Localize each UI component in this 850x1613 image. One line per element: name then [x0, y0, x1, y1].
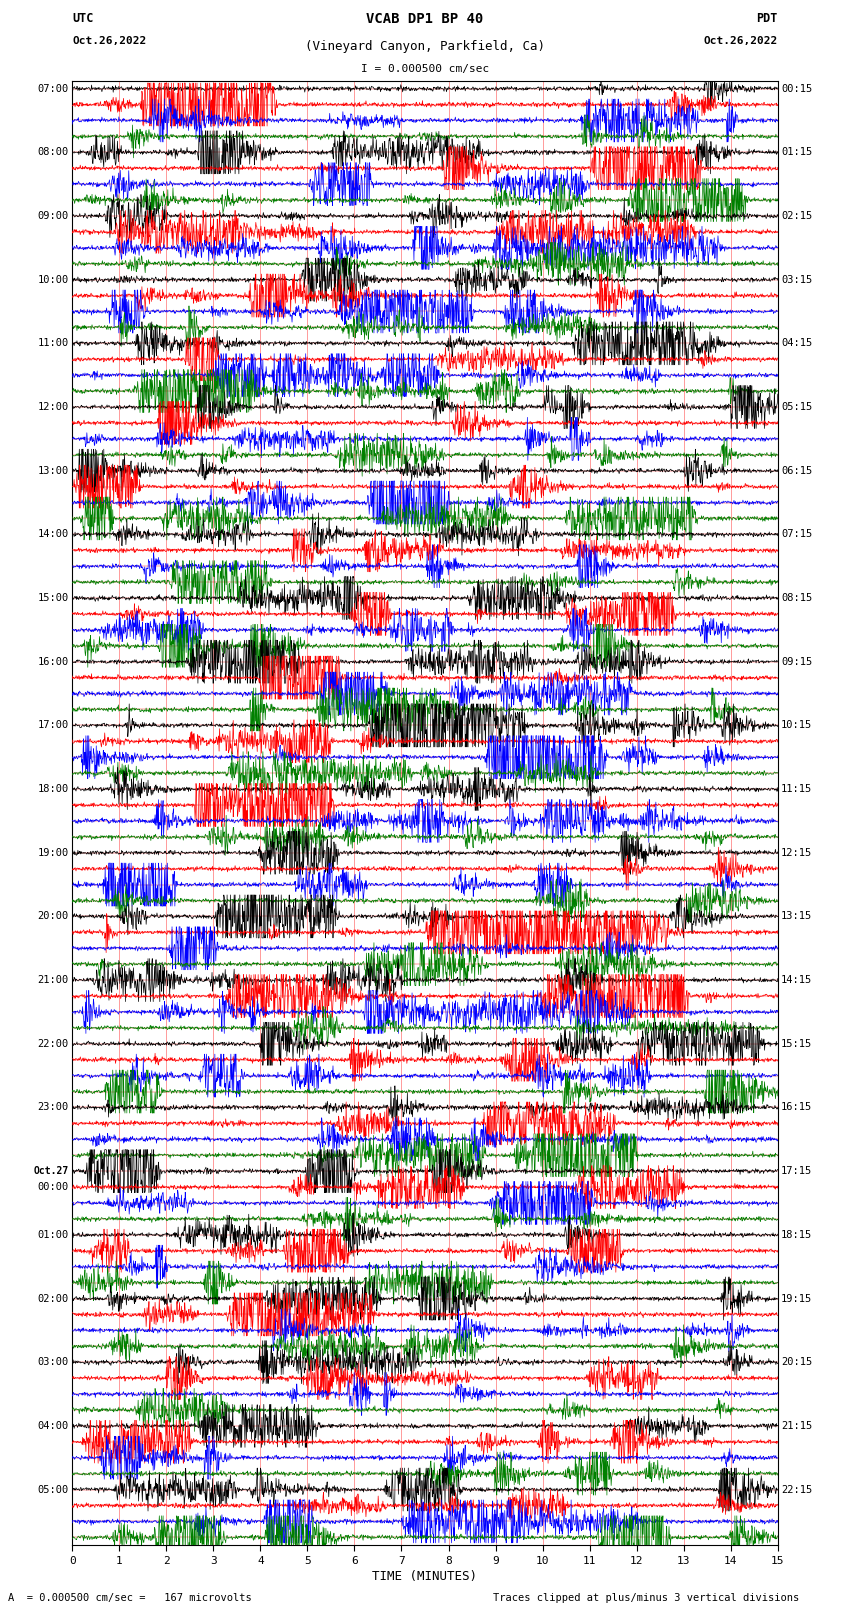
Text: 08:00: 08:00: [37, 147, 69, 158]
Text: 22:00: 22:00: [37, 1039, 69, 1048]
Text: 21:00: 21:00: [37, 976, 69, 986]
Text: 04:15: 04:15: [781, 339, 813, 348]
Text: 10:15: 10:15: [781, 721, 813, 731]
X-axis label: TIME (MINUTES): TIME (MINUTES): [372, 1569, 478, 1582]
Text: 18:15: 18:15: [781, 1229, 813, 1240]
Text: 08:15: 08:15: [781, 594, 813, 603]
Text: 16:15: 16:15: [781, 1102, 813, 1113]
Text: 05:15: 05:15: [781, 402, 813, 411]
Text: 18:00: 18:00: [37, 784, 69, 794]
Text: 16:00: 16:00: [37, 656, 69, 666]
Text: 12:15: 12:15: [781, 848, 813, 858]
Text: 22:15: 22:15: [781, 1484, 813, 1495]
Text: 00:00: 00:00: [37, 1182, 69, 1192]
Text: 10:00: 10:00: [37, 274, 69, 284]
Text: Oct.27: Oct.27: [34, 1166, 69, 1176]
Text: A  = 0.000500 cm/sec =   167 microvolts: A = 0.000500 cm/sec = 167 microvolts: [8, 1594, 252, 1603]
Text: 11:15: 11:15: [781, 784, 813, 794]
Text: Oct.26,2022: Oct.26,2022: [72, 37, 146, 47]
Text: 07:00: 07:00: [37, 84, 69, 94]
Text: 14:00: 14:00: [37, 529, 69, 539]
Text: 13:15: 13:15: [781, 911, 813, 921]
Text: Traces clipped at plus/minus 3 vertical divisions: Traces clipped at plus/minus 3 vertical …: [493, 1594, 799, 1603]
Text: 06:15: 06:15: [781, 466, 813, 476]
Text: 20:00: 20:00: [37, 911, 69, 921]
Text: 09:00: 09:00: [37, 211, 69, 221]
Text: 03:15: 03:15: [781, 274, 813, 284]
Text: 11:00: 11:00: [37, 339, 69, 348]
Text: 21:15: 21:15: [781, 1421, 813, 1431]
Text: UTC: UTC: [72, 11, 94, 26]
Text: 14:15: 14:15: [781, 976, 813, 986]
Text: I = 0.000500 cm/sec: I = 0.000500 cm/sec: [361, 65, 489, 74]
Text: PDT: PDT: [756, 11, 778, 26]
Text: 19:00: 19:00: [37, 848, 69, 858]
Text: 19:15: 19:15: [781, 1294, 813, 1303]
Text: (Vineyard Canyon, Parkfield, Ca): (Vineyard Canyon, Parkfield, Ca): [305, 39, 545, 53]
Text: 23:00: 23:00: [37, 1102, 69, 1113]
Text: 02:15: 02:15: [781, 211, 813, 221]
Text: 03:00: 03:00: [37, 1357, 69, 1368]
Text: 01:15: 01:15: [781, 147, 813, 158]
Text: 04:00: 04:00: [37, 1421, 69, 1431]
Text: 02:00: 02:00: [37, 1294, 69, 1303]
Text: 05:00: 05:00: [37, 1484, 69, 1495]
Text: 09:15: 09:15: [781, 656, 813, 666]
Text: VCAB DP1 BP 40: VCAB DP1 BP 40: [366, 11, 484, 26]
Text: 15:00: 15:00: [37, 594, 69, 603]
Text: Oct.26,2022: Oct.26,2022: [704, 37, 778, 47]
Text: 07:15: 07:15: [781, 529, 813, 539]
Text: 01:00: 01:00: [37, 1229, 69, 1240]
Text: 12:00: 12:00: [37, 402, 69, 411]
Text: 17:15: 17:15: [781, 1166, 813, 1176]
Text: 17:00: 17:00: [37, 721, 69, 731]
Text: 13:00: 13:00: [37, 466, 69, 476]
Text: 00:15: 00:15: [781, 84, 813, 94]
Text: 20:15: 20:15: [781, 1357, 813, 1368]
Text: 15:15: 15:15: [781, 1039, 813, 1048]
